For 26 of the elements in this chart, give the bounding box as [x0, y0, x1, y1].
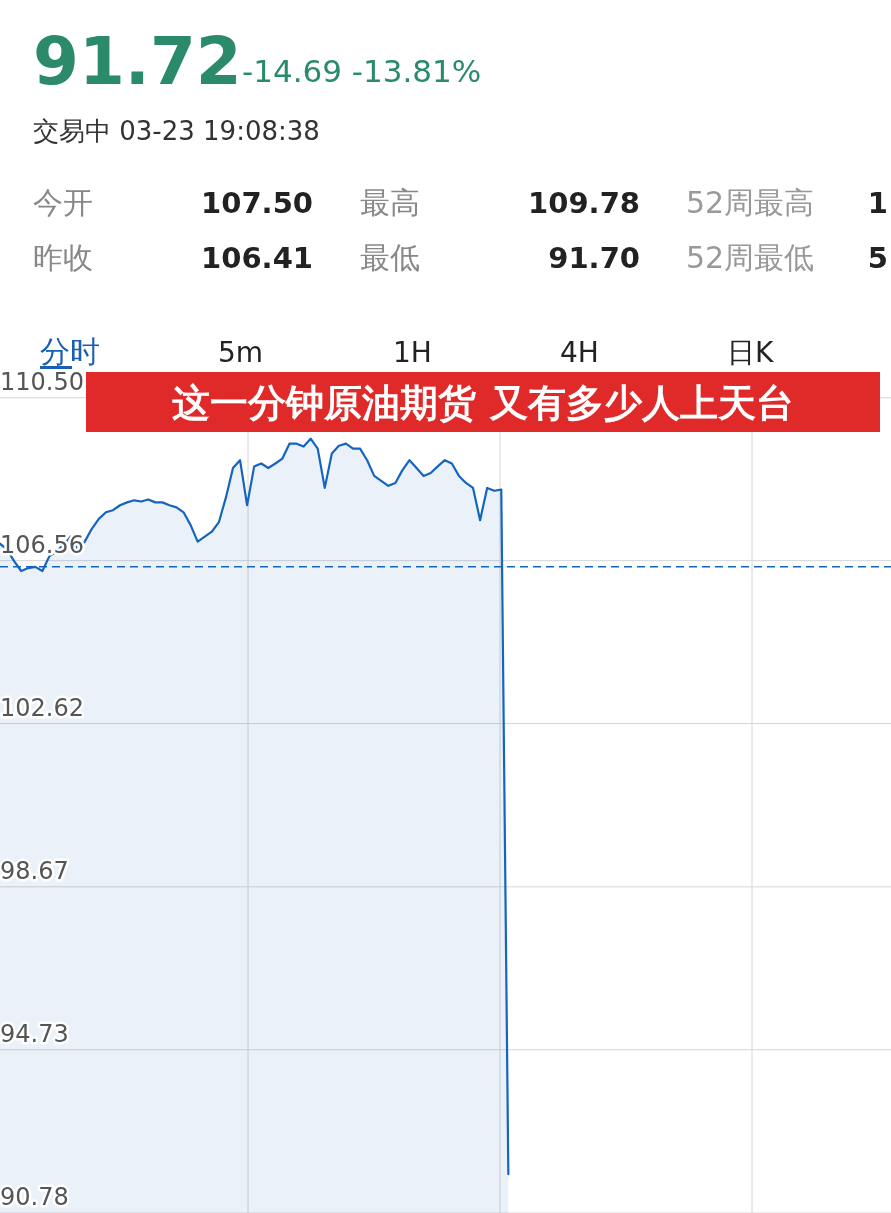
text: 最高: [360, 185, 420, 220]
text: 今开: [33, 185, 93, 220]
text: 5m: [218, 336, 264, 369]
text: 5: [867, 241, 888, 275]
text: 109.78: [528, 186, 640, 220]
text: -14.69 -13.81%: [242, 53, 482, 89]
text: 分时: [40, 334, 100, 369]
text: 106.41: [201, 241, 313, 275]
y-tick-label: 98.67: [0, 856, 69, 885]
y-tick-label: 90.78: [0, 1183, 69, 1211]
text: 最低: [360, 240, 420, 275]
text: 日K: [727, 336, 774, 369]
text: 52周最高: [686, 185, 815, 220]
text: 交易中 03-23 19:08:38: [33, 116, 320, 146]
text: 52周最低: [686, 240, 815, 275]
text: 1H: [393, 336, 432, 369]
text: 4H: [560, 336, 599, 369]
text: 91.70: [548, 241, 640, 275]
text: 91.72: [33, 23, 242, 100]
text: 107.50: [201, 186, 313, 220]
chart-title: 这一分钟原油期货 又有多少人上天台: [172, 381, 794, 425]
y-tick-label: 94.73: [0, 1019, 69, 1048]
y-tick-label: 102.62: [0, 693, 84, 722]
text: 昨收: [33, 240, 93, 275]
y-tick-label: 110.50: [0, 367, 84, 396]
text: 1: [867, 186, 888, 220]
